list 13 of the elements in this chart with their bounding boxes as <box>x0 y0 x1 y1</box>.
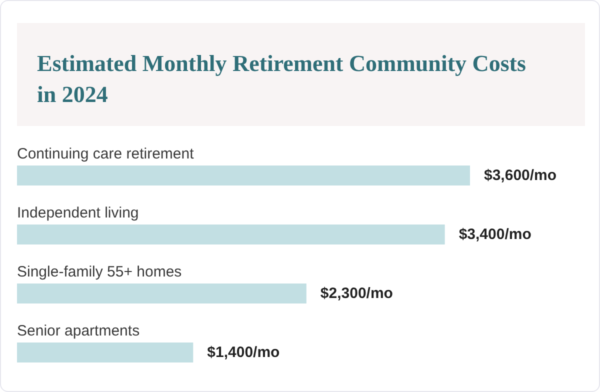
bar <box>17 224 445 244</box>
chart-title: Estimated Monthly Retirement Community Costs in 2024 <box>37 51 532 107</box>
data-label: $3,600/mo <box>484 167 557 184</box>
bar <box>17 284 306 304</box>
y-tick-label: Independent living <box>17 204 139 222</box>
data-label: $3,400/mo <box>458 226 532 243</box>
y-tick-label: Continuing care retirement <box>17 146 195 162</box>
data-label: $1,400/mo <box>207 344 280 361</box>
data-label: $2,300/mo <box>320 285 393 302</box>
y-tick-label: Single-family 55+ homes <box>17 264 182 280</box>
y-tick-label: Senior apartments <box>17 322 140 340</box>
bar <box>17 342 194 362</box>
bar <box>17 166 470 186</box>
